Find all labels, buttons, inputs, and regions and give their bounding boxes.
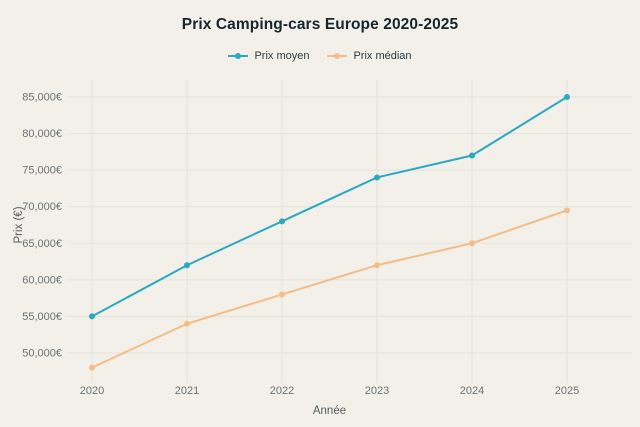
data-point-median-2025 — [564, 207, 570, 214]
data-point-moyen-2023 — [374, 174, 380, 181]
y-tick-label: 55,000€ — [22, 311, 62, 323]
data-point-median-2022 — [279, 291, 285, 298]
x-tick-label: 2022 — [270, 385, 294, 397]
legend-item-median[interactable]: Prix médian — [327, 50, 412, 62]
data-point-moyen-2024 — [469, 152, 475, 159]
x-tick-label: 2024 — [460, 385, 484, 397]
x-tick-label: 2021 — [175, 385, 199, 397]
legend-label: Prix moyen — [254, 50, 310, 62]
legend-item-moyen[interactable]: Prix moyen — [228, 50, 309, 62]
x-axis-title: Année — [313, 405, 346, 417]
legend-line-dot-icon — [327, 52, 348, 61]
chart-legend: Prix moyen Prix médian — [0, 50, 640, 62]
series-line-moyen — [91, 96, 568, 318]
data-point-median-2023 — [374, 262, 380, 269]
data-point-median-2020 — [89, 364, 95, 371]
y-tick-label: 75,000€ — [22, 165, 62, 177]
x-tick-label: 2020 — [80, 385, 104, 397]
y-tick-label: 85,000€ — [22, 92, 62, 104]
y-tick-label: 80,000€ — [22, 128, 62, 140]
y-axis-title: Prix (€) — [13, 206, 25, 243]
data-point-median-2024 — [469, 240, 475, 247]
x-tick-label: 2025 — [555, 385, 579, 397]
data-point-median-2021 — [184, 320, 190, 327]
series-line-median — [91, 209, 568, 369]
data-point-moyen-2021 — [184, 262, 190, 269]
y-tick-label: 60,000€ — [22, 274, 62, 286]
y-tick-label: 65,000€ — [22, 238, 62, 250]
y-tick-label: 70,000€ — [22, 201, 62, 213]
chart-title: Prix Camping-cars Europe 2020-2025 — [181, 16, 459, 33]
y-tick-label: 50,000€ — [22, 348, 62, 360]
data-point-moyen-2022 — [279, 218, 285, 225]
legend-line-dot-icon — [228, 52, 249, 61]
x-tick-label: 2023 — [365, 385, 389, 397]
data-point-moyen-2020 — [89, 313, 95, 320]
legend-label: Prix médian — [353, 50, 412, 62]
data-point-moyen-2025 — [564, 94, 570, 100]
